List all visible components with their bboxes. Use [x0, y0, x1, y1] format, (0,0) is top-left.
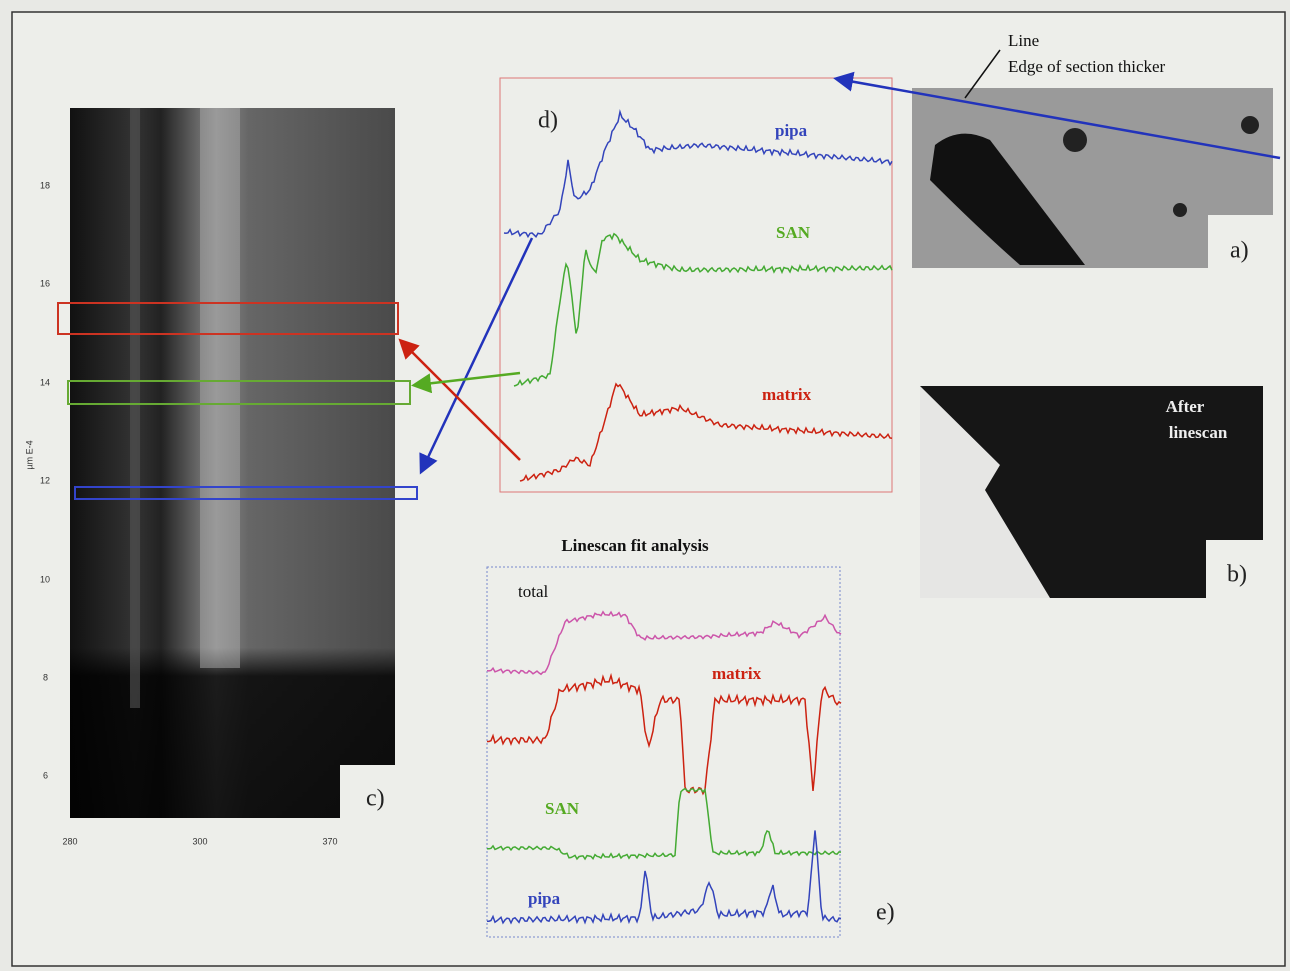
blue-box: [74, 486, 418, 500]
y-tick-label: 16: [40, 278, 50, 288]
y-tick-label: 10: [40, 574, 50, 584]
band: [200, 108, 240, 668]
arrow: [833, 71, 1281, 160]
annotation: linescan: [1169, 423, 1228, 442]
curve-label: pipa: [528, 889, 561, 908]
arrow: [419, 237, 534, 475]
axis-label: µm E-4: [24, 440, 34, 469]
x-tick-label: 300: [192, 836, 207, 846]
curve: [519, 382, 893, 482]
curve-label: matrix: [712, 664, 762, 683]
pointer: [964, 49, 1001, 99]
curve: [486, 830, 842, 925]
y-tick-label: 18: [40, 180, 50, 190]
panel-b: After linescan b): [920, 386, 1263, 598]
panel-e: Linescan fit analysis total matrix SAN p…: [486, 536, 895, 938]
particle: [1241, 116, 1259, 134]
panel-d: d) pipa SAN matrix: [499, 77, 893, 493]
panel-a: Line Edge of section thicker a): [912, 31, 1273, 268]
curve: [513, 232, 893, 387]
plot-frame: [499, 77, 893, 493]
y-tick-label: 8: [43, 672, 48, 682]
y-tick-label: 12: [40, 475, 50, 485]
x-tick-label: 370: [322, 836, 337, 846]
annotation: Edge of section thicker: [1008, 57, 1166, 76]
y-tick-label: 14: [40, 377, 50, 387]
curve: [486, 610, 842, 676]
y-tick-label: 6: [43, 770, 48, 780]
annotation: After: [1166, 397, 1205, 416]
panel-label: e): [876, 900, 895, 926]
panel-label: a): [1230, 238, 1249, 264]
particle: [930, 133, 1085, 265]
panel-label: b): [1227, 562, 1247, 588]
arrow: [398, 338, 521, 461]
green-box: [67, 380, 411, 405]
particle: [1063, 128, 1087, 152]
panel-label: d): [538, 108, 558, 134]
curve: [503, 109, 893, 239]
plot-frame: [486, 566, 841, 938]
band: [130, 108, 140, 708]
arrow: [411, 371, 521, 394]
annotation: Line: [1008, 31, 1039, 50]
panel-label: c): [366, 786, 385, 812]
red-box: [57, 302, 399, 335]
panel-c: 18 16 14 12 10 8 6 µm E-4 280 300 370 c): [24, 108, 418, 846]
curve-label: SAN: [545, 799, 580, 818]
particle: [1173, 203, 1187, 217]
curve-label: SAN: [776, 223, 811, 242]
curve-label: pipa: [775, 121, 808, 140]
curve: [487, 672, 842, 796]
bright-region: [920, 386, 1050, 598]
curve-label: matrix: [762, 385, 812, 404]
chart-title: Linescan fit analysis: [561, 536, 709, 555]
curve: [487, 787, 842, 861]
curve-label: total: [518, 582, 548, 601]
x-tick-label: 280: [62, 836, 77, 846]
